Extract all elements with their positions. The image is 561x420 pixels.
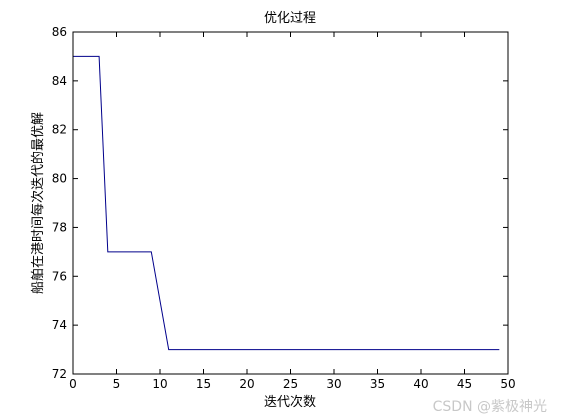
plot-frame [72, 31, 509, 375]
y-tick-label: 86 [52, 25, 67, 39]
y-tick-label: 72 [52, 367, 67, 381]
y-tick-label: 80 [52, 172, 67, 186]
y-tick-label: 78 [52, 220, 67, 234]
y-tick-label: 76 [52, 269, 67, 283]
x-tick-label: 50 [500, 377, 515, 391]
y-axis-label: 船舶在港时间每次迭代的最优解 [30, 112, 46, 294]
x-tick-label: 10 [152, 377, 167, 391]
x-tick-label: 0 [69, 377, 77, 391]
x-tick-label: 30 [326, 377, 341, 391]
x-tick-label: 45 [457, 377, 472, 391]
watermark: CSDN @紫极神光 [432, 399, 547, 415]
x-axis-label: 迭代次数 [264, 394, 316, 410]
x-tick-label: 25 [283, 377, 298, 391]
plot-background [73, 32, 508, 374]
series-line [73, 55, 500, 351]
chart-title: 优化过程 [264, 11, 316, 26]
x-tick-label: 20 [239, 377, 254, 391]
x-tick-label: 35 [370, 377, 385, 391]
y-tick-label: 82 [52, 123, 67, 137]
y-tick-label: 74 [52, 318, 67, 332]
ticks-group: 0 5 10 15 20 25 30 35 40 45 50 72 74 76 78 80 82 84 86 [52, 25, 516, 391]
y-tick-label: 84 [52, 74, 67, 88]
x-tick-label: 15 [196, 377, 211, 391]
x-tick-label: 40 [413, 377, 428, 391]
x-tick-label: 5 [113, 377, 121, 391]
series-layer [73, 55, 500, 351]
